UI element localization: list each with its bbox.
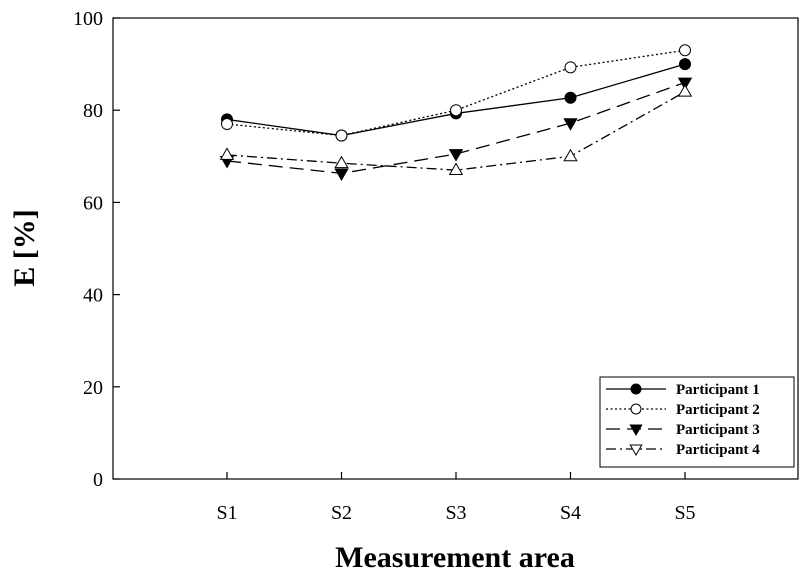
legend-marker: [629, 424, 643, 437]
legend-marker: [630, 403, 642, 415]
data-point: [334, 155, 349, 169]
x-tick-label: S4: [560, 502, 581, 524]
y-tick-label: 0: [93, 469, 103, 491]
series-4: [219, 84, 693, 176]
data-point: [221, 118, 233, 131]
x-axis: S1 S2 S3 S4 S5: [216, 472, 696, 524]
data-point: [563, 118, 578, 131]
data-point: [448, 149, 464, 162]
data-point: [450, 104, 462, 117]
data-point: [335, 129, 348, 142]
x-tick-label: S3: [445, 502, 466, 524]
series-line: [226, 63, 686, 137]
data-point: [677, 77, 693, 91]
legend-entry: Participant 1: [606, 382, 760, 398]
legend-label: Participant 2: [676, 402, 760, 418]
x-axis-title: Measurement area: [335, 541, 575, 574]
y-tick-label: 40: [83, 285, 103, 307]
y-axis: 0 20 40 60 80 100: [73, 8, 120, 491]
series-2: [221, 44, 691, 142]
legend-entry: Participant 4: [606, 442, 760, 458]
y-tick-label: 80: [83, 100, 103, 122]
legend-marker: [629, 444, 643, 457]
legend: Participant 1 Participant 2 Participant 3 P…: [599, 376, 795, 468]
x-tick-label: S5: [674, 502, 695, 524]
x-tick-label: S2: [331, 502, 352, 524]
data-point: [219, 147, 235, 160]
data-point: [564, 61, 577, 74]
x-tick-label: S1: [216, 502, 237, 524]
legend-marker: [630, 383, 642, 395]
series-layer: [219, 44, 693, 181]
data-point: [564, 91, 577, 104]
legend-entry: Participant 2: [606, 402, 760, 418]
y-tick-label: 20: [83, 377, 103, 399]
data-point: [334, 168, 349, 181]
series-line: [226, 49, 686, 137]
legend-label: Participant 3: [676, 422, 760, 438]
legend-label: Participant 1: [676, 382, 760, 398]
data-point: [563, 148, 578, 162]
y-axis-title: E [%]: [8, 209, 41, 287]
data-point: [448, 162, 464, 176]
y-tick-label: 60: [83, 192, 103, 214]
data-point: [677, 84, 693, 97]
data-point: [679, 58, 691, 71]
legend-entry: Participant 3: [606, 422, 760, 438]
legend-label: Participant 4: [676, 442, 760, 458]
y-tick-label: 100: [73, 8, 103, 30]
data-point: [679, 44, 691, 57]
